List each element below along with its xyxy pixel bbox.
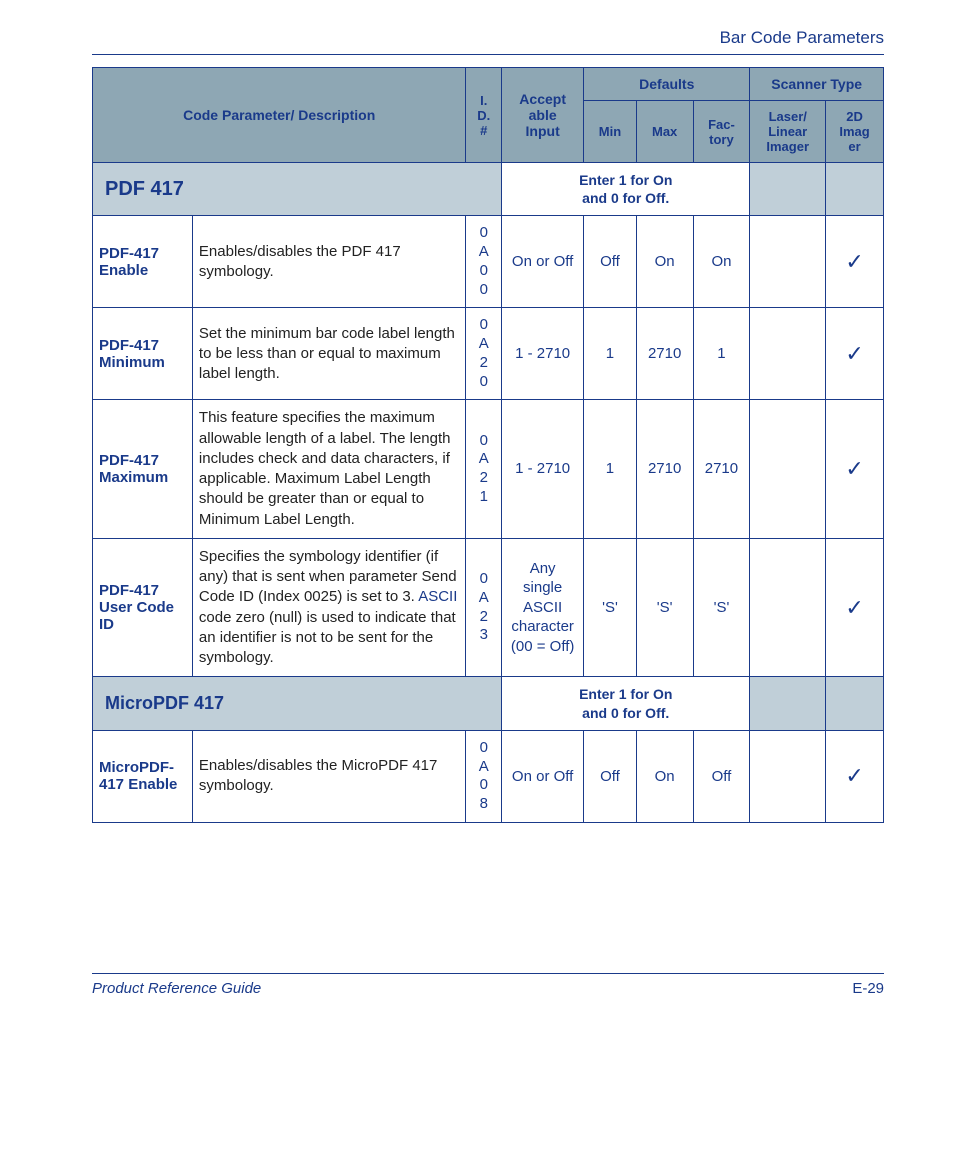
col-header-laser: Laser/ Linear Imager <box>750 101 826 163</box>
param-acceptable: On or Off <box>502 730 584 822</box>
param-2d-imager-support: ✓ <box>826 538 884 677</box>
param-factory: 2710 <box>693 400 750 539</box>
section-blank <box>750 677 826 730</box>
param-laser-support <box>750 538 826 677</box>
param-2d-imager-support: ✓ <box>826 400 884 539</box>
param-laser-support <box>750 400 826 539</box>
section-title: MicroPDF 417 <box>93 677 502 730</box>
col-header-id: I. D. # <box>466 68 502 163</box>
param-acceptable: On or Off <box>502 216 584 308</box>
param-2d-imager-support: ✓ <box>826 730 884 822</box>
parameters-table: Code Parameter/ Description I. D. # Acce… <box>92 67 884 823</box>
col-header-max: Max <box>636 101 693 163</box>
param-name: PDF-417 Enable <box>93 216 193 308</box>
footer-doc-title: Product Reference Guide <box>92 980 261 997</box>
param-id: 0 A 0 0 <box>466 216 502 308</box>
param-factory: On <box>693 216 750 308</box>
param-laser-support <box>750 308 826 400</box>
col-header-acceptable: Accept able Input <box>502 68 584 163</box>
col-header-scanner-type: Scanner Type <box>750 68 884 101</box>
col-header-2d-imager: 2D Imag er <box>826 101 884 163</box>
param-max: 2710 <box>636 400 693 539</box>
col-header-factory: Fac- tory <box>693 101 750 163</box>
param-id: 0 A 0 8 <box>466 730 502 822</box>
table-row: PDF-417 EnableEnables/disables the PDF 4… <box>93 216 884 308</box>
param-name: MicroPDF-417 Enable <box>93 730 193 822</box>
table-row: MicroPDF-417 EnableEnables/disables the … <box>93 730 884 822</box>
table-row: PDF-417 MinimumSet the minimum bar code … <box>93 308 884 400</box>
page-header-section: Bar Code Parameters <box>92 28 884 48</box>
param-description: Enables/disables the MicroPDF 417 symbol… <box>192 730 465 822</box>
param-factory: Off <box>693 730 750 822</box>
param-name: PDF-417 Maximum <box>93 400 193 539</box>
param-2d-imager-support: ✓ <box>826 216 884 308</box>
param-min: 1 <box>584 308 637 400</box>
param-factory: 1 <box>693 308 750 400</box>
section-title: PDF 417 <box>93 163 502 216</box>
param-laser-support <box>750 216 826 308</box>
param-min: Off <box>584 730 637 822</box>
section-blank <box>826 677 884 730</box>
section-note: Enter 1 for On and 0 for Off. <box>502 163 750 216</box>
param-description: Specifies the symbology identifier (if a… <box>192 538 465 677</box>
param-id: 0 A 2 3 <box>466 538 502 677</box>
col-header-min: Min <box>584 101 637 163</box>
col-header-code-param: Code Parameter/ Description <box>93 68 466 163</box>
param-laser-support <box>750 730 826 822</box>
col-header-defaults: Defaults <box>584 68 750 101</box>
param-2d-imager-support: ✓ <box>826 308 884 400</box>
param-id: 0 A 2 0 <box>466 308 502 400</box>
param-description: Set the minimum bar code label length to… <box>192 308 465 400</box>
param-id: 0 A 2 1 <box>466 400 502 539</box>
footer-page-number: E-29 <box>852 980 884 997</box>
param-acceptable: Any single ASCII character (00 = Off) <box>502 538 584 677</box>
param-description: This feature specifies the maximum allow… <box>192 400 465 539</box>
param-max: 2710 <box>636 308 693 400</box>
table-row: PDF-417 MaximumThis feature specifies th… <box>93 400 884 539</box>
param-factory: 'S' <box>693 538 750 677</box>
param-max: On <box>636 216 693 308</box>
page-footer: Product Reference Guide E-29 <box>92 973 884 997</box>
header-rule <box>92 54 884 55</box>
param-acceptable: 1 - 2710 <box>502 308 584 400</box>
section-blank <box>750 163 826 216</box>
param-min: 'S' <box>584 538 637 677</box>
param-acceptable: 1 - 2710 <box>502 400 584 539</box>
table-row: PDF-417 User Code IDSpecifies the symbol… <box>93 538 884 677</box>
param-min: 1 <box>584 400 637 539</box>
param-name: PDF-417 Minimum <box>93 308 193 400</box>
section-note: Enter 1 for On and 0 for Off. <box>502 677 750 730</box>
param-max: On <box>636 730 693 822</box>
param-min: Off <box>584 216 637 308</box>
section-blank <box>826 163 884 216</box>
param-max: 'S' <box>636 538 693 677</box>
param-name: PDF-417 User Code ID <box>93 538 193 677</box>
param-description: Enables/disables the PDF 417 symbology. <box>192 216 465 308</box>
